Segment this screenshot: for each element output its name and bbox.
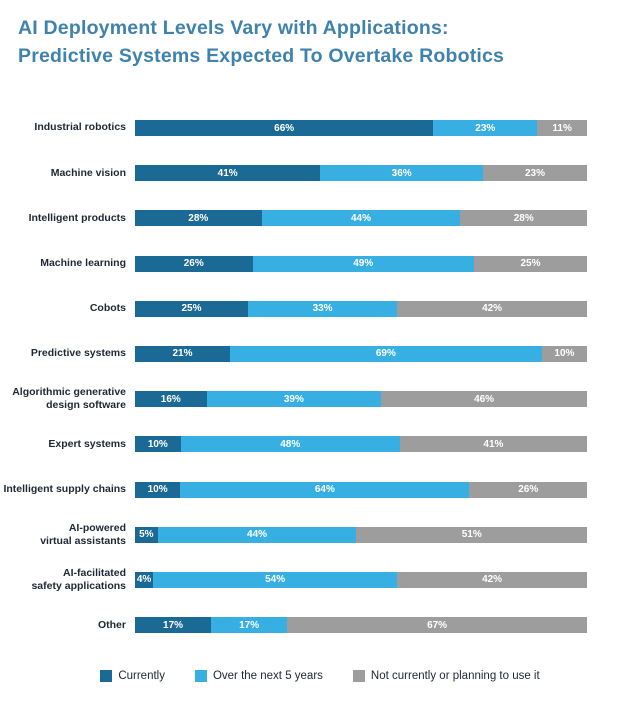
bar-segment-next-5-years: 44% [157, 526, 357, 543]
bar-segment-currently: 28% [135, 210, 262, 227]
category-label: Predictive systems [30, 347, 126, 360]
bar-segment-not-planning: 11% [537, 120, 587, 136]
category-label: Machine learning [40, 257, 126, 269]
bar-segment-next-5-years: 49% [252, 255, 474, 272]
bar-segment-not-planning: 41% [399, 436, 587, 453]
bar-segment-not-planning: 46% [381, 391, 587, 408]
bar-segment-currently: 25% [135, 300, 248, 317]
legend-swatch-icon [194, 670, 207, 683]
stacked-bar: 41% 36% 23% [135, 165, 587, 182]
bar-segment-currently: 16% [135, 391, 207, 408]
bar-segment-not-planning: 51% [356, 526, 587, 543]
chart-row: Predictive systems 21% 69% 10% [0, 345, 640, 362]
stacked-bar: 25% 33% 42% [135, 300, 587, 317]
bar-segment-next-5-years: 23% [433, 120, 538, 136]
bar-segment-currently: 26% [135, 255, 253, 272]
chart-row: Machine learning 26% 49% 25% [0, 255, 640, 272]
legend-item: Currently [100, 670, 165, 683]
chart-row: AI-powered virtual assistants 5% 44% 51% [0, 522, 640, 547]
stacked-bar: 28% 44% 28% [135, 210, 587, 227]
category-label: Algorithmic generative design software [12, 386, 126, 412]
stacked-bar-chart: Industrial robotics 66% 23% 11% Machine visi… [0, 120, 640, 634]
bar-segment-currently: 17% [135, 617, 212, 634]
legend-swatch-icon [100, 670, 113, 683]
category-label: AI-facilitated safety applications [31, 566, 126, 592]
bar-segment-currently: 10% [135, 481, 181, 498]
chart-row: Industrial robotics 66% 23% 11% [0, 120, 640, 136]
bar-segment-next-5-years: 36% [320, 165, 484, 182]
bar-segment-not-planning: 67% [287, 617, 587, 634]
chart-legend: Currently Over the next 5 years Not curren… [0, 670, 640, 683]
chart-title-line1: AI Deployment Levels Vary with Applicati… [18, 17, 449, 39]
bar-segment-next-5-years: 44% [261, 210, 461, 227]
category-label: Cobots [89, 302, 126, 315]
bar-segment-currently: 4% [135, 571, 154, 588]
bar-segment-not-planning: 42% [397, 571, 587, 588]
bar-segment-next-5-years: 64% [180, 481, 470, 498]
bar-segment-next-5-years: 17% [211, 617, 288, 634]
chart-row: Expert systems 10% 48% 41% [0, 436, 640, 453]
category-label: Other [97, 618, 126, 631]
bar-segment-next-5-years: 69% [229, 345, 542, 362]
bar-segment-next-5-years: 39% [206, 391, 382, 408]
legend-item: Not currently or planning to use it [352, 670, 540, 683]
stacked-bar: 5% 44% 51% [135, 526, 587, 543]
chart-row: Cobots 25% 33% 42% [0, 300, 640, 317]
category-label: Intelligent products [28, 211, 126, 224]
legend-label: Over the next 5 years [212, 670, 323, 683]
stacked-bar: 16% 39% 46% [135, 391, 587, 408]
category-label: AI-powered virtual assistants [40, 521, 126, 547]
chart-row: Algorithmic generative design software 16… [0, 386, 640, 411]
category-label: Intelligent supply chains [3, 482, 126, 495]
bar-segment-not-planning: 42% [397, 300, 587, 317]
chart-row: Other 17% 17% 67% [0, 617, 640, 634]
category-label: Machine vision [50, 166, 126, 179]
legend-swatch-icon [352, 670, 365, 683]
chart-title-line2: Predictive Systems Expected To Overtake … [18, 45, 505, 67]
bar-segment-currently: 5% [135, 526, 158, 543]
stacked-bar: 26% 49% 25% [135, 255, 587, 272]
bar-segment-next-5-years: 33% [248, 300, 398, 317]
bar-segment-currently: 10% [135, 436, 181, 453]
bar-segment-not-planning: 25% [474, 255, 587, 272]
bar-segment-next-5-years: 54% [153, 571, 398, 588]
legend-label: Currently [118, 670, 165, 683]
bar-segment-not-planning: 28% [460, 210, 587, 227]
bar-segment-not-planning: 10% [541, 345, 587, 362]
bar-segment-not-planning: 26% [469, 481, 587, 498]
stacked-bar: 21% 69% 10% [135, 345, 587, 362]
stacked-bar: 17% 17% 67% [135, 617, 587, 634]
category-label: Industrial robotics [34, 121, 126, 134]
legend-item: Over the next 5 years [194, 670, 323, 683]
chart-row: Machine vision 41% 36% 23% [0, 165, 640, 182]
stacked-bar: 66% 23% 11% [135, 120, 587, 136]
bar-segment-currently: 21% [135, 345, 230, 362]
chart-title: AI Deployment Levels Vary with Applicati… [18, 14, 600, 70]
bar-segment-currently: 66% [135, 120, 434, 136]
chart-row: AI-facilitated safety applications 4% 54% 4… [0, 567, 640, 592]
stacked-bar: 4% 54% 42% [135, 571, 587, 588]
stacked-bar: 10% 48% 41% [135, 436, 587, 453]
stacked-bar: 10% 64% 26% [135, 481, 587, 498]
bar-segment-not-planning: 23% [483, 165, 587, 182]
legend-label: Not currently or planning to use it [370, 670, 540, 683]
chart-row: Intelligent products 28% 44% 28% [0, 210, 640, 227]
bar-segment-currently: 41% [135, 165, 321, 182]
category-label: Expert systems [48, 437, 126, 450]
chart-row: Intelligent supply chains 10% 64% 26% [0, 481, 640, 498]
bar-segment-next-5-years: 48% [180, 436, 400, 453]
